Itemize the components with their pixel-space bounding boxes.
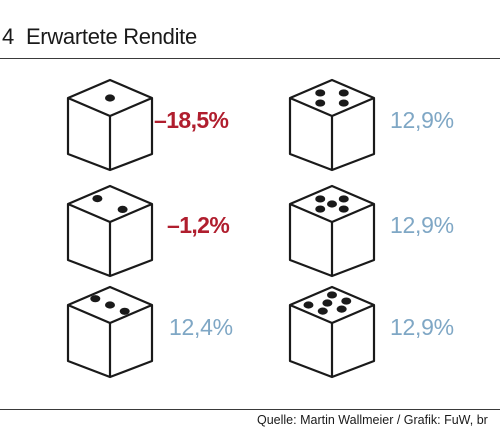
return-value-face-4: 12,9% [390, 107, 454, 133]
return-value-face-6: 12,9% [390, 314, 454, 340]
pip [315, 205, 326, 213]
die-face-1 [62, 76, 158, 172]
pip [315, 99, 326, 107]
return-value-face-2: –1,2% [167, 212, 230, 238]
die-face-6 [284, 283, 380, 379]
pip [105, 301, 115, 309]
pip [338, 205, 349, 213]
die-drawing [66, 285, 154, 379]
return-value-face-3: 12,4% [169, 314, 233, 340]
pip [322, 299, 333, 307]
pip [105, 94, 115, 102]
cube-outline [66, 184, 154, 278]
pip [338, 99, 349, 107]
pip [119, 307, 130, 315]
pip [338, 195, 349, 203]
return-value-face-5: 12,9% [390, 212, 454, 238]
top-rule [0, 58, 500, 59]
cube-outline [288, 184, 376, 278]
die-face-4 [284, 76, 380, 172]
die-face-2 [62, 182, 158, 278]
pip [336, 305, 347, 313]
pip [338, 89, 349, 97]
figure-number: 4 [2, 24, 14, 49]
die-drawing [66, 78, 154, 172]
pip [92, 195, 103, 203]
cube-outline [66, 285, 154, 379]
pip [315, 89, 326, 97]
pip [341, 297, 352, 305]
cube-outline [66, 78, 154, 172]
die-face-5 [284, 182, 380, 278]
bottom-rule [0, 409, 500, 410]
pip [315, 195, 326, 203]
pip [317, 307, 328, 315]
die-drawing [288, 184, 376, 278]
die-drawing [66, 184, 154, 278]
die-face-3 [62, 283, 158, 379]
pip [90, 295, 101, 303]
source-credit: Quelle: Martin Wallmeier / Grafik: FuW, … [257, 413, 488, 427]
die-drawing [288, 78, 376, 172]
chart-title: 4 Erwartete Rendite [2, 24, 197, 50]
pip [117, 205, 128, 213]
cube-outline [288, 285, 376, 379]
return-value-face-1: –18,5% [154, 107, 229, 133]
pip [303, 301, 314, 309]
cube-outline [288, 78, 376, 172]
die-drawing [288, 285, 376, 379]
title-text: Erwartete Rendite [25, 24, 197, 49]
pip [327, 200, 337, 208]
pip [327, 291, 337, 299]
